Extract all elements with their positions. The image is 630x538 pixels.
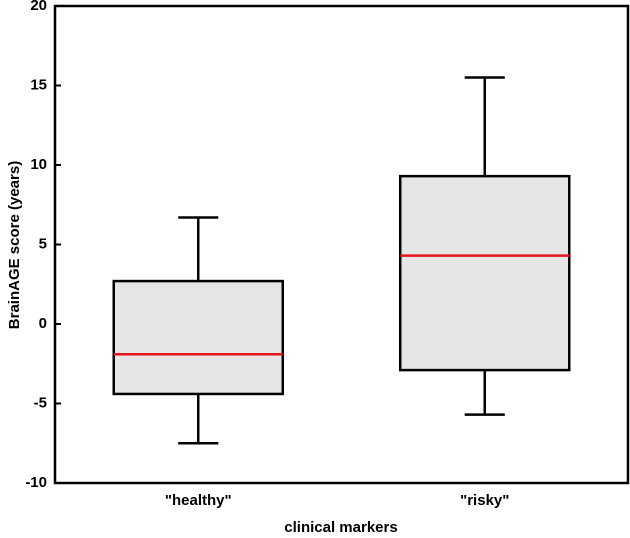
box bbox=[398, 174, 571, 372]
x-tick-label: "healthy" bbox=[165, 492, 232, 509]
y-tick-label: 10 bbox=[30, 156, 47, 173]
x-tick-label: "risky" bbox=[460, 492, 509, 509]
x-axis-label: clinical markers bbox=[284, 519, 397, 536]
y-tick-label: 0 bbox=[39, 315, 47, 332]
y-tick-label: 5 bbox=[39, 235, 47, 252]
plot-frame bbox=[53, 4, 630, 485]
box bbox=[112, 279, 285, 396]
y-tick-label: -5 bbox=[34, 394, 47, 411]
y-axis-label: BrainAGE score (years) bbox=[6, 161, 23, 329]
y-tick-label: 20 bbox=[30, 0, 47, 14]
y-tick-label: -10 bbox=[25, 474, 47, 491]
y-tick-label: 15 bbox=[30, 76, 47, 93]
